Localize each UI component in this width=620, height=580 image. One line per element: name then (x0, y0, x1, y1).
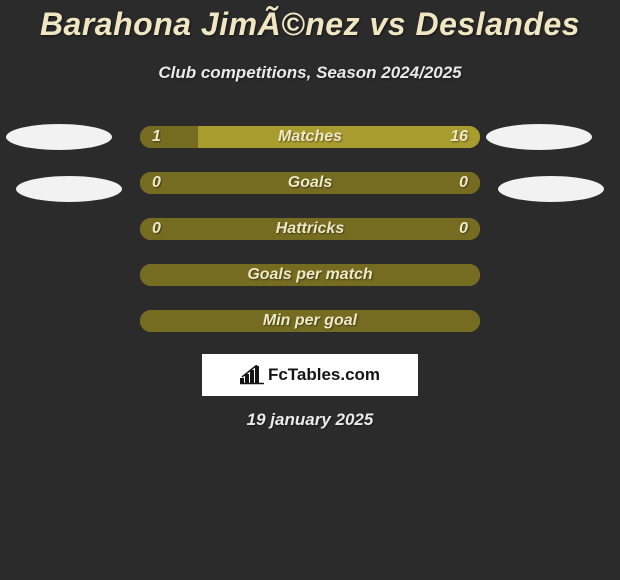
brand-inner: FcTables.com (240, 365, 380, 385)
stat-label: Min per goal (140, 310, 480, 332)
stat-row: Goals0 0 (140, 172, 480, 194)
stat-value-left: 0 (152, 218, 161, 240)
stat-value-right: 0 (459, 218, 468, 240)
stat-label: Matches (140, 126, 480, 148)
brand-text: FcTables.com (268, 365, 380, 385)
stat-bar: Goals per match (140, 264, 480, 286)
snapshot-date: 19 january 2025 (0, 410, 620, 430)
stat-bar: Matches1 16 (140, 126, 480, 148)
stat-label: Goals (140, 172, 480, 194)
stat-row: Min per goal (140, 310, 480, 332)
stat-bar: Hattricks0 0 (140, 218, 480, 240)
stat-bar: Goals0 0 (140, 172, 480, 194)
stat-row: Matches1 16 (140, 126, 480, 148)
subtitle: Club competitions, Season 2024/2025 (0, 63, 620, 83)
stat-rows: Matches116Goals00Hattricks00Goals per ma… (0, 126, 620, 356)
stat-row: Goals per match (140, 264, 480, 286)
stat-value-left: 1 (152, 126, 161, 148)
stat-bar: Min per goal (140, 310, 480, 332)
stat-label: Goals per match (140, 264, 480, 286)
stat-row: Hattricks0 0 (140, 218, 480, 240)
bars-icon (240, 365, 264, 385)
brand-box[interactable]: FcTables.com (202, 354, 418, 396)
widget-canvas: Barahona JimÃ©nez vs Deslandes Club comp… (0, 0, 620, 580)
stat-value-left: 0 (152, 172, 161, 194)
stat-label: Hattricks (140, 218, 480, 240)
stat-value-right: 16 (450, 126, 468, 148)
stat-value-right: 0 (459, 172, 468, 194)
page-title: Barahona JimÃ©nez vs Deslandes (0, 0, 620, 43)
